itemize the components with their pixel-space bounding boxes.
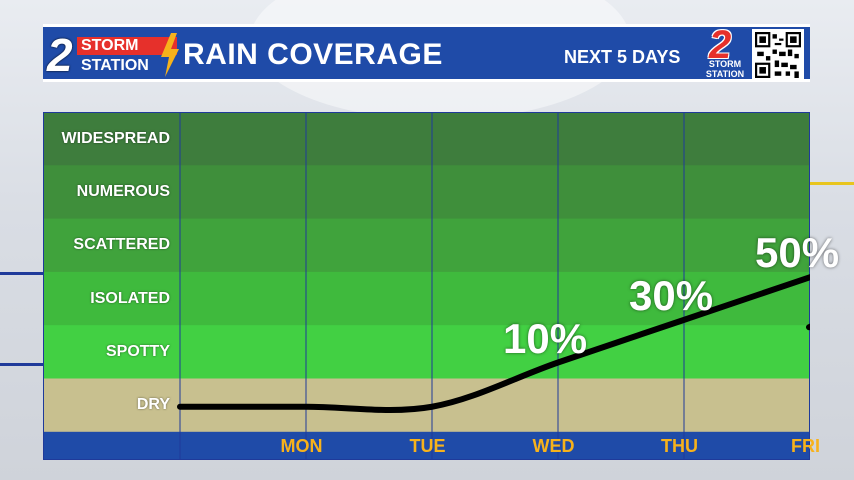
band-label-scattered: SCATTERED	[73, 236, 170, 254]
coverage-curve	[177, 274, 810, 414]
band-label-widespread: WIDESPREAD	[61, 129, 170, 147]
band-label-dry: DRY	[136, 396, 170, 414]
band-isolated	[43, 271, 810, 326]
band-label-numerous: NUMEROUS	[76, 182, 170, 200]
header-bar: 2 STORM STATION RAIN COVERAGE NEXT 5 DAY…	[43, 23, 810, 82]
corner-logo-number: 2	[709, 23, 732, 67]
band-spotty	[43, 325, 810, 379]
band-scattered	[43, 218, 810, 273]
data-label-thu: 30%	[629, 271, 714, 319]
band-widespread	[43, 112, 810, 166]
band-numerous	[43, 165, 810, 220]
band-label-spotty: SPOTTY	[105, 342, 170, 360]
qr-code	[752, 29, 804, 81]
day-label-wed: WED	[532, 436, 575, 456]
logo-line-1: STORM	[77, 37, 177, 55]
chart-canvas	[43, 112, 810, 460]
logo-line-2: STATION	[77, 57, 177, 75]
page-title: RAIN COVERAGE	[183, 38, 443, 71]
qr-code-icon	[755, 32, 801, 78]
logo-number: 2	[47, 29, 73, 81]
data-label-fri: 50%	[755, 229, 840, 277]
storm-station-logo: 2 STORM STATION	[47, 29, 181, 81]
storm-station-corner-logo: 2 STORM STATION	[699, 23, 751, 81]
lightning-bolt-icon	[161, 33, 179, 77]
chart-frame	[43, 112, 810, 460]
data-label-wed: 10%	[503, 314, 588, 362]
day-label-thu: THU	[661, 436, 698, 456]
background-line	[0, 272, 80, 275]
day-label-fri: FRI	[791, 436, 820, 456]
day-axis-bar	[43, 431, 810, 460]
day-label-mon: MON	[280, 436, 323, 456]
page-subtitle: NEXT 5 DAYS	[564, 47, 681, 67]
day-label-tue: TUE	[409, 436, 446, 456]
rain-coverage-chart: WIDESPREAD NUMEROUS SCATTERED ISOLATED SPOTT…	[43, 112, 839, 460]
corner-logo-text: STORM STATION	[705, 59, 745, 79]
band-label-isolated: ISOLATED	[90, 289, 170, 307]
